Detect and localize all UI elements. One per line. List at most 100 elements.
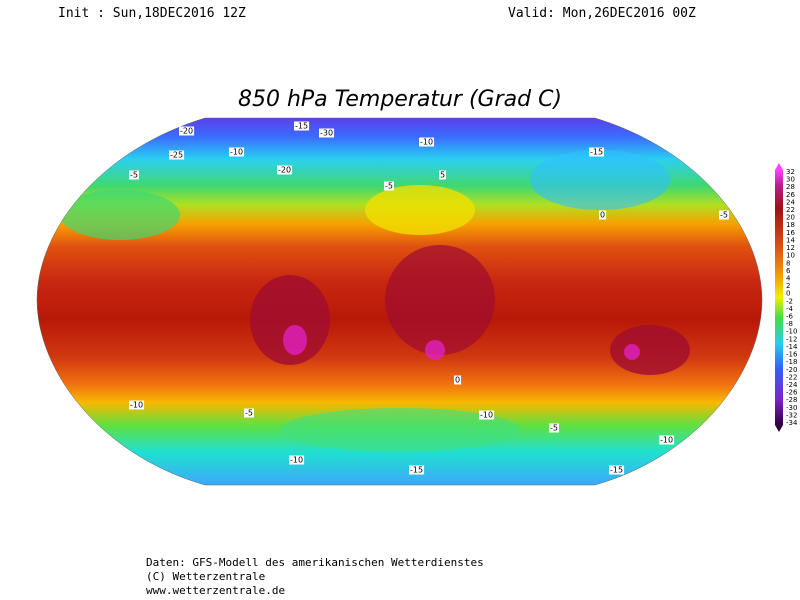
contour-label-box (609, 465, 625, 475)
legend-label: -4 (786, 305, 794, 313)
contour-label-box (179, 126, 195, 136)
contour-label: -10 (660, 436, 673, 445)
legend-label: 22 (786, 206, 795, 214)
legend-label: -16 (786, 351, 798, 359)
field-patch (425, 340, 445, 360)
legend-label: 24 (786, 198, 795, 206)
color-bar-bottom (775, 425, 783, 432)
map-border (36, 117, 763, 486)
init-time: Init : Sun,18DEC2016 12Z (58, 6, 246, 21)
field-patch (250, 275, 330, 365)
legend-label: 26 (786, 191, 795, 199)
contour-label-box (599, 210, 607, 220)
legend-label: 14 (786, 236, 795, 244)
contour-label: -5 (130, 171, 138, 180)
legend-label: 8 (786, 259, 790, 267)
contour-label: 0 (455, 376, 460, 385)
field-patch (610, 325, 690, 375)
contour-label-box (719, 210, 729, 220)
legend-label: 28 (786, 183, 795, 191)
contour-label-box (384, 181, 394, 191)
contour-label-box (244, 408, 254, 418)
footer-line: www.wetterzentrale.de (146, 584, 285, 597)
contour-label-box (589, 147, 605, 157)
legend-label: -2 (786, 297, 793, 305)
legend-label: -10 (786, 328, 797, 336)
legend-label: -26 (786, 389, 798, 397)
legend-label: -12 (786, 335, 797, 343)
footer-line: Daten: GFS-Modell des amerikanischen Wet… (146, 556, 484, 569)
field-patch (283, 325, 307, 355)
legend-label: -6 (786, 313, 794, 321)
contour-label-box (659, 435, 675, 445)
contour-label-box (229, 147, 245, 157)
legend-label: -28 (786, 396, 797, 404)
contour-label: -5 (245, 409, 253, 418)
field-patch (280, 408, 520, 452)
legend-label: 32 (786, 168, 795, 176)
legend-label: -22 (786, 373, 797, 381)
contour-label: -15 (610, 466, 623, 475)
legend-label: 30 (786, 176, 795, 184)
field-patch (365, 185, 475, 235)
contour-label-box (294, 121, 310, 131)
legend-label: -30 (786, 404, 797, 412)
legend-label: -8 (786, 320, 793, 328)
contour-label-box (129, 170, 139, 180)
contour-label: 5 (440, 171, 445, 180)
contour-label-box (549, 423, 559, 433)
legend-label: 10 (786, 252, 795, 260)
contour-label: -10 (480, 411, 493, 420)
valid-time: Valid: Mon,26DEC2016 00Z (508, 6, 696, 21)
legend-label: 12 (786, 244, 795, 252)
color-bar (775, 170, 783, 425)
contour-label: -15 (590, 148, 603, 157)
contour-label-box (454, 375, 462, 385)
contour-label-box (419, 137, 435, 147)
temperature-field (37, 118, 762, 485)
legend-label: 0 (786, 290, 790, 298)
contour-label-box (479, 410, 495, 420)
legend-label: 6 (786, 267, 791, 275)
contour-label: -10 (130, 401, 143, 410)
contour-label: -10 (290, 456, 303, 465)
field-patch (624, 344, 640, 360)
legend-label: 16 (786, 229, 795, 237)
contour-label: -25 (170, 151, 183, 160)
legend-label: 4 (786, 274, 791, 282)
legend-label: -34 (786, 419, 798, 427)
legend-label: 2 (786, 282, 790, 290)
map-title: 850 hPa Temperatur (Grad C) (238, 87, 562, 112)
legend-label: -24 (786, 381, 798, 389)
field-patch (530, 150, 670, 210)
contour-label: -5 (550, 424, 558, 433)
color-bar-top (775, 163, 783, 170)
contour-label: -20 (278, 166, 291, 175)
legend-label: -20 (786, 366, 797, 374)
contour-label-box (169, 150, 185, 160)
legend-label: -32 (786, 411, 797, 419)
contour-label: 0 (600, 211, 605, 220)
contour-label-box (409, 465, 425, 475)
contour-label-box (439, 170, 447, 180)
contour-label: -10 (230, 148, 243, 157)
contour-label: -10 (420, 138, 433, 147)
contour-label: -15 (295, 122, 308, 131)
field-patch (60, 190, 180, 240)
contour-label-box (319, 128, 335, 138)
contour-label-box (289, 455, 305, 465)
footer-line: (C) Wetterzentrale (146, 570, 265, 583)
contour-label: -30 (320, 129, 333, 138)
contour-label: -5 (385, 182, 393, 191)
contour-label-box (129, 400, 145, 410)
contour-label-box (277, 165, 293, 175)
legend-label: 20 (786, 214, 795, 222)
legend-label: 18 (786, 221, 795, 229)
contour-label: -5 (720, 211, 728, 220)
legend-label: -14 (786, 343, 798, 351)
field-patch (385, 245, 495, 355)
legend-label: -18 (786, 358, 797, 366)
contour-label: -20 (180, 127, 193, 136)
contour-label: -15 (410, 466, 423, 475)
